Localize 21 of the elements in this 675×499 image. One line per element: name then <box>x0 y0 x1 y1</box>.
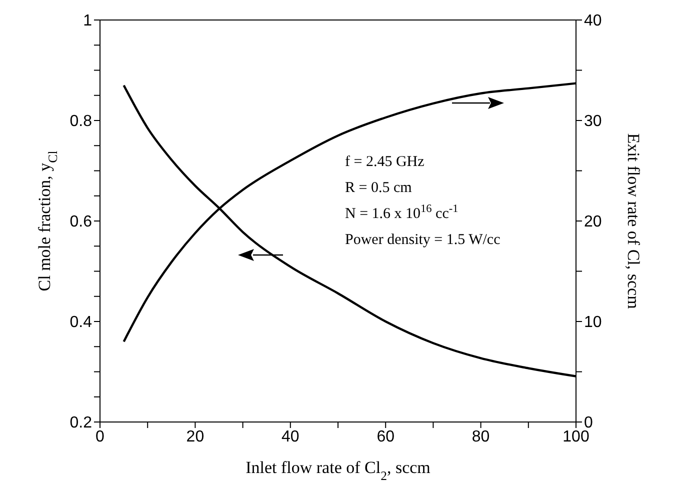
y2-tick-label: 40 <box>584 12 602 30</box>
x-tick-label: 100 <box>562 428 590 446</box>
y-tick-label: 0.4 <box>70 314 92 332</box>
y-tick-label: 1 <box>83 12 92 30</box>
annotation: N = 1.6 x 10$^{16}$ cc$^{-1}$ <box>345 203 458 222</box>
y2-tick-label: 30 <box>584 113 602 130</box>
y-tick-label: 0.8 <box>70 113 92 130</box>
annotation: f = 2.45 GHz <box>345 154 425 170</box>
x-tick-label: 0 <box>96 428 105 446</box>
y2-axis-title: Exit flow rate of Cl, sccm <box>624 133 643 309</box>
x-tick-label: 80 <box>472 428 490 446</box>
y-tick-label: 0.2 <box>70 414 92 432</box>
y2-tick-label: 10 <box>584 314 602 332</box>
x-tick-label: 60 <box>376 428 395 446</box>
y2-tick-label: 20 <box>584 214 602 231</box>
x-tick-label: 40 <box>282 428 300 446</box>
x-tick-label: 20 <box>186 428 204 446</box>
x-axis-title: Inlet flow rate of Cl$_{2}$, sccm <box>246 458 430 483</box>
y-tick-label: 0.6 <box>70 214 92 231</box>
annotation: R = 0.5 cm <box>345 180 412 196</box>
annotation: Power density = 1.5 W/cc <box>345 232 501 248</box>
